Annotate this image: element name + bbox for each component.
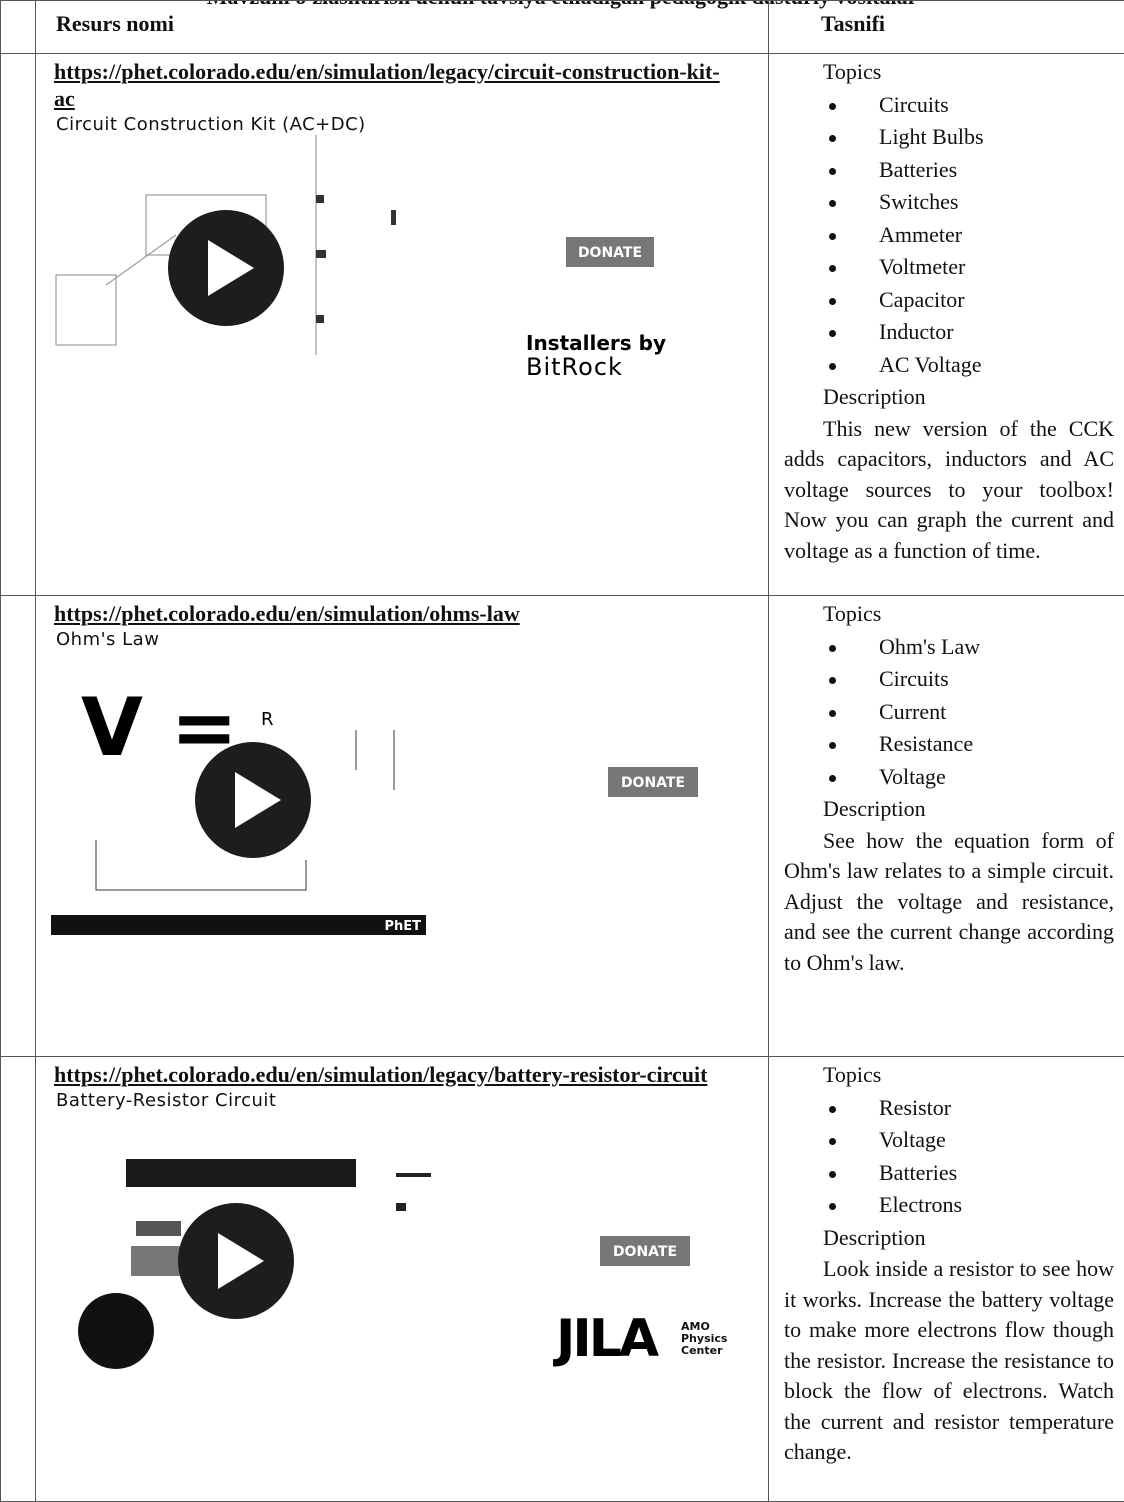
topic-item: AC Voltage (784, 349, 1114, 382)
description: Look inside a resistor to see how it wor… (784, 1254, 1114, 1468)
topic-item: Voltage (784, 761, 1114, 794)
thumbnail: DONATE Installers by BitRock (36, 135, 736, 415)
topic-item: Circuits (784, 663, 1114, 696)
topic-item: Inductor (784, 316, 1114, 349)
sim-title: Ohm's Law (36, 627, 768, 650)
donate-label: DONATE (621, 775, 685, 791)
description-label: Description (784, 1222, 1114, 1255)
topic-item: Voltmeter (784, 251, 1114, 284)
topic-item: Voltage (784, 1124, 1114, 1157)
col-header: Tasnifi (769, 1, 1124, 37)
thumbnail: V = R PhET DONATE (36, 650, 736, 950)
topic-item: Switches (784, 186, 1114, 219)
logo-text: JILA (553, 1309, 659, 1369)
topic-item: Resistor (784, 1092, 1114, 1125)
topic-item: Ohm's Law (784, 631, 1114, 664)
donate-label: DONATE (613, 1244, 677, 1260)
resource-link[interactable]: https://phet.colorado.edu/en/simulation/… (36, 1057, 768, 1088)
sim-title: Circuit Construction Kit (AC+DC) (36, 112, 768, 135)
topic-item: Circuits (784, 89, 1114, 122)
description: See how the equation form of Ohm's law r… (784, 826, 1114, 979)
topics-label: Topics (784, 598, 1114, 631)
topic-item: Ammeter (784, 219, 1114, 252)
sim-title: Battery-Resistor Circuit (36, 1088, 768, 1111)
thumbnail: DONATE JILA AMO Physics Center (36, 1111, 736, 1401)
topic-item: Electrons (784, 1189, 1114, 1222)
logo-text: BitRock (526, 353, 623, 381)
donate-label: DONATE (578, 245, 642, 261)
topics-label: Topics (784, 1059, 1114, 1092)
logo-text: Installers by (526, 331, 666, 355)
resource-link[interactable]: https://phet.colorado.edu/en/simulation/… (36, 596, 768, 627)
equation-symbol: R (261, 709, 274, 730)
topic-item: Batteries (784, 1157, 1114, 1190)
description-label: Description (784, 381, 1114, 414)
logo-text: AMO Physics Center (681, 1321, 736, 1357)
description-label: Description (784, 793, 1114, 826)
topic-item: Capacitor (784, 284, 1114, 317)
topics-label: Topics (784, 56, 1114, 89)
topic-item: Current (784, 696, 1114, 729)
topic-item: Resistance (784, 728, 1114, 761)
description: This new version of the CCK adds capacit… (784, 414, 1114, 567)
resource-link[interactable]: https://phet.colorado.edu/en/simulation/… (36, 54, 768, 112)
brand: PhET (384, 919, 421, 934)
topic-item: Batteries (784, 154, 1114, 187)
topic-item: Light Bulbs (784, 121, 1114, 154)
col-header: Resurs nomi (36, 1, 768, 37)
